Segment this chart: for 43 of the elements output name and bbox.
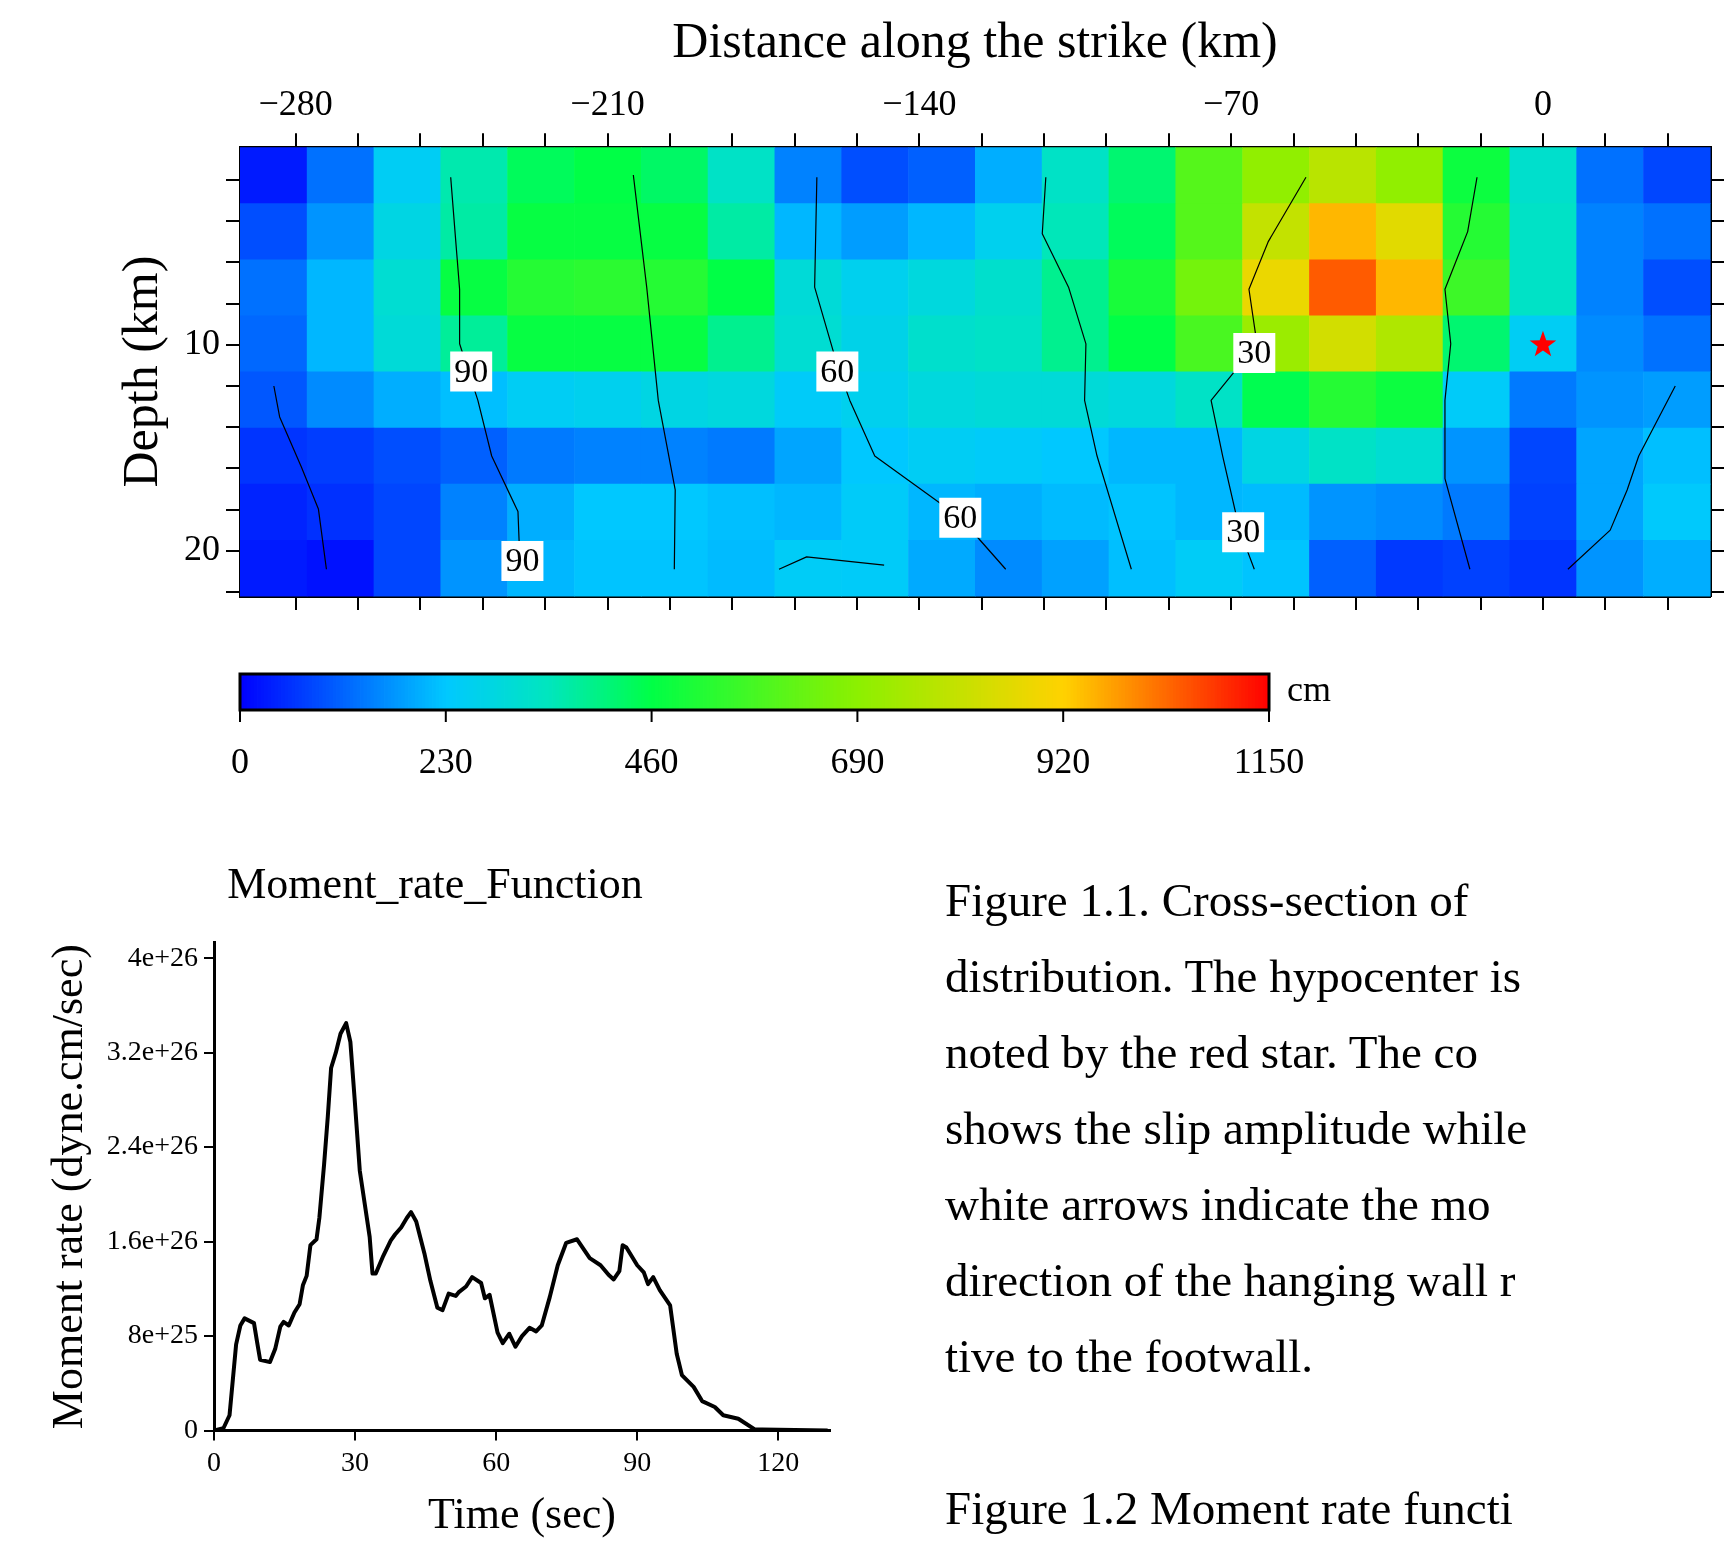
color-bar-label: 1150 bbox=[1233, 741, 1305, 782]
x-tick-label: 0 bbox=[1533, 83, 1552, 124]
annotation: 90 bbox=[505, 540, 540, 578]
text: white arrows indicate the mo bbox=[945, 1177, 1492, 1232]
text: direction of the hanging wall r bbox=[945, 1253, 1517, 1308]
color-bar-label: 230 bbox=[418, 741, 473, 782]
x-tick-label: 30 bbox=[341, 1445, 370, 1477]
color-bar-label: 460 bbox=[624, 741, 679, 782]
y-tick-label: 1.6e+26 bbox=[106, 1223, 199, 1255]
y-axis-title: Depth (km) bbox=[112, 255, 169, 488]
x-tick-label: −210 bbox=[570, 83, 645, 124]
y-tick-label: 8e+25 bbox=[127, 1318, 199, 1350]
text: distribution. The hypocenter is bbox=[945, 949, 1523, 1004]
x-axis-title: Distance along the strike (km) bbox=[672, 12, 1278, 69]
y-axis-title: Moment rate (dyne.cm/sec) bbox=[42, 944, 92, 1430]
caption: Figure 1.1. Cross-section of bbox=[945, 873, 1470, 928]
annotation: 60 bbox=[943, 497, 978, 535]
text: tive to the footwall. bbox=[945, 1329, 1315, 1384]
y-tick-label: 0 bbox=[184, 1412, 199, 1444]
color-bar-title: cm bbox=[1287, 669, 1331, 710]
color-bar-label: 920 bbox=[1036, 741, 1091, 782]
chart-title: Moment_rate_Function bbox=[227, 858, 643, 908]
x-tick-label: −140 bbox=[882, 83, 957, 124]
text: shows the slip amplitude while bbox=[945, 1101, 1529, 1156]
text: noted by the red star. The co bbox=[945, 1025, 1479, 1080]
y-tick-label: 2.4e+26 bbox=[106, 1129, 199, 1161]
annotation: 30 bbox=[1237, 332, 1272, 370]
x-tick-label: 60 bbox=[482, 1445, 511, 1477]
annotation: 60 bbox=[820, 351, 855, 389]
x-tick-label: −70 bbox=[1202, 83, 1260, 124]
color-bar-label: 0 bbox=[231, 741, 249, 782]
color-bar-label: 690 bbox=[830, 741, 885, 782]
y-tick-label: 10 bbox=[184, 322, 220, 363]
y-tick-label: 20 bbox=[184, 528, 220, 569]
x-tick-label: 120 bbox=[757, 1445, 800, 1477]
y-tick-label: 4e+26 bbox=[127, 940, 199, 972]
x-axis-title: Time (sec) bbox=[428, 1489, 616, 1539]
annotation: 30 bbox=[1226, 512, 1261, 550]
annotation: 90 bbox=[454, 351, 489, 389]
x-tick-label: −280 bbox=[258, 83, 333, 124]
y-tick-label: 3.2e+26 bbox=[106, 1035, 199, 1066]
caption: Figure 1.2 Moment rate functi bbox=[945, 1481, 1514, 1536]
x-tick-label: 90 bbox=[623, 1445, 652, 1477]
